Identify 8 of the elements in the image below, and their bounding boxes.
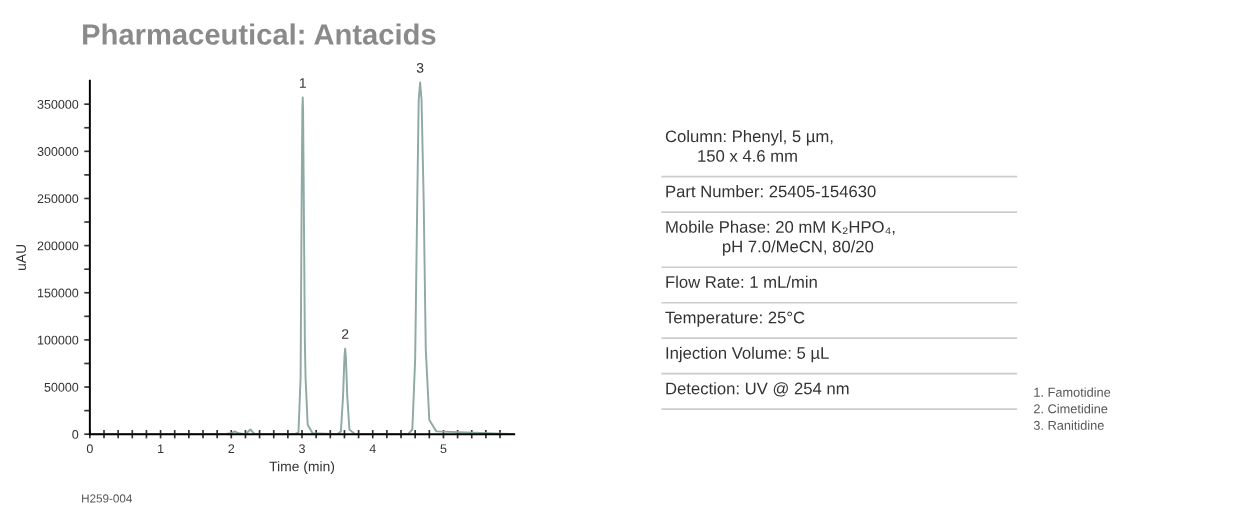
text: Mobile Phase: 20 mM K₂HPO₄, pH 7.0/MeCN, 80/20 bbox=[666, 220, 895, 256]
text: Part Number: 25405-154630 bbox=[666, 185, 876, 198]
text: Detection: UV @ 254 nm bbox=[666, 382, 849, 397]
text: Flow Rate: 1 mL/min bbox=[666, 275, 817, 288]
text: Column: Phenyl, 5 µm, 150 x 4.6 mm bbox=[665, 130, 833, 162]
chart-title: Pharmaceutical: Antacids bbox=[83, 23, 436, 45]
text: Injection Volume: 5 µL bbox=[666, 346, 829, 363]
text: Temperature: 25°C bbox=[665, 311, 805, 327]
